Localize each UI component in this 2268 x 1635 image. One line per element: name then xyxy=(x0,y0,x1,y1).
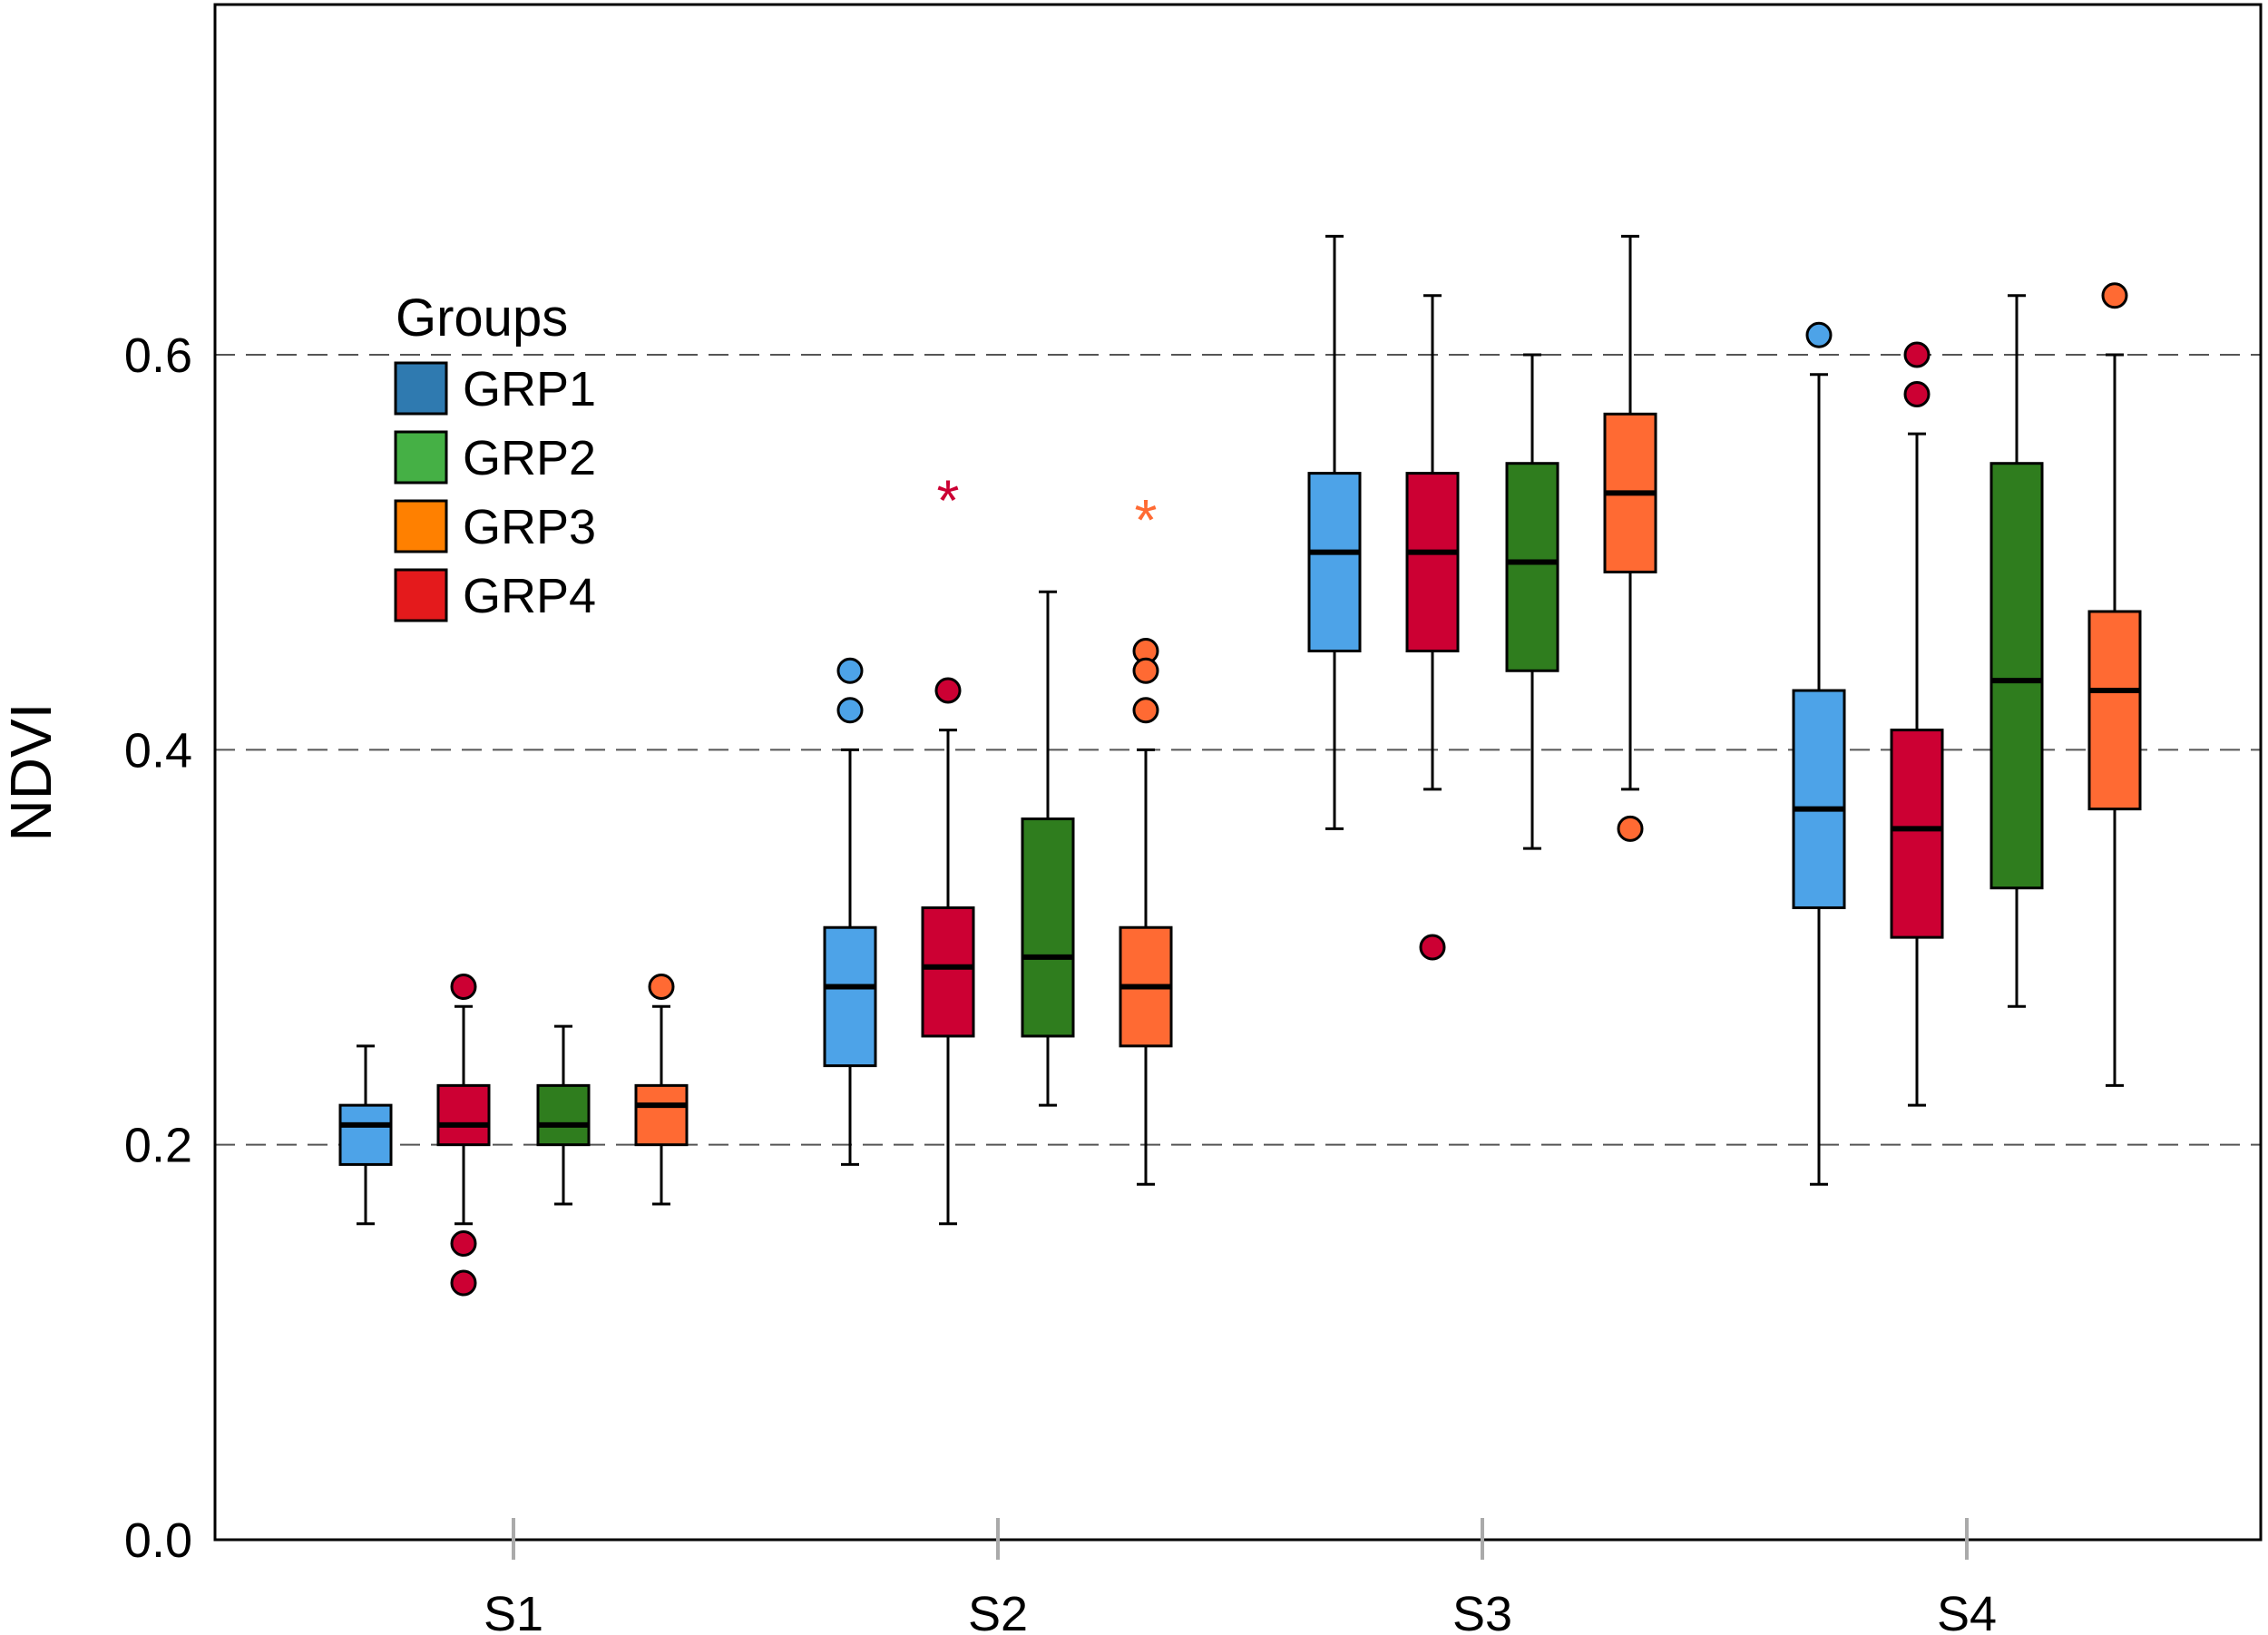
box-s4-grp4 xyxy=(1890,341,1944,1107)
box-s3-grp2 xyxy=(1505,353,1559,850)
axes xyxy=(213,3,2263,1542)
y-tick-label: 0.0 xyxy=(124,1513,192,1568)
box-s2-grp4: * xyxy=(921,467,975,1226)
outlier-point xyxy=(1132,657,1159,684)
outlier-point xyxy=(934,677,962,704)
box-s2-grp1 xyxy=(823,657,877,1166)
box-iqr xyxy=(823,925,877,1068)
outlier-point xyxy=(1805,321,1833,348)
legend-item-grp2: GRP2 xyxy=(394,430,596,485)
legend: Groups GRP1 GRP2 GRP3 GRP4 xyxy=(394,289,596,623)
box-iqr xyxy=(436,1083,491,1147)
y-tick-label: 0.4 xyxy=(124,723,192,778)
plot-frame xyxy=(213,3,2263,1542)
box-iqr xyxy=(2087,610,2142,811)
box-iqr xyxy=(1307,472,1362,652)
legend-item-grp1: GRP1 xyxy=(394,361,596,416)
x-tick-label: S4 xyxy=(1937,1587,1997,1635)
outlier-point xyxy=(1132,697,1159,724)
outlier-point xyxy=(1617,815,1644,842)
outlier-point xyxy=(1903,381,1931,408)
box-iqr xyxy=(1989,462,2044,890)
box-s3-grp1 xyxy=(1307,234,1362,830)
legend-swatch xyxy=(394,430,448,485)
outlier-point xyxy=(836,657,864,684)
box-s2-grp3: * xyxy=(1119,487,1173,1186)
y-tick-label: 0.6 xyxy=(124,328,192,383)
x-tick-label: S2 xyxy=(968,1587,1028,1635)
box-s1-grp2 xyxy=(536,1024,591,1206)
box-iqr xyxy=(921,906,975,1038)
box-s4-grp1 xyxy=(1792,321,1846,1186)
box-iqr xyxy=(1021,818,1075,1038)
outlier-point xyxy=(450,1230,477,1257)
y-tick-label: 0.2 xyxy=(124,1119,192,1173)
x-tick-label: S1 xyxy=(484,1587,543,1635)
box-s4-grp3 xyxy=(2087,282,2142,1087)
legend-label: GRP3 xyxy=(463,500,596,554)
legend-label: GRP4 xyxy=(463,569,596,623)
extreme-point: * xyxy=(937,467,960,533)
outlier-point xyxy=(450,974,477,1001)
box-s4-grp2 xyxy=(1989,294,2044,1008)
y-axis-label: NDVI xyxy=(0,703,64,842)
box-iqr xyxy=(338,1103,393,1166)
box-s3-grp3 xyxy=(1603,234,1657,842)
legend-swatch xyxy=(394,499,448,553)
outlier-point xyxy=(1419,934,1446,961)
extreme-point: * xyxy=(1135,487,1158,553)
legend-item-grp3: GRP3 xyxy=(394,499,596,554)
box-iqr xyxy=(1405,472,1460,652)
legend-title: Groups xyxy=(396,289,568,348)
box-iqr xyxy=(536,1083,591,1147)
box-iqr xyxy=(634,1083,689,1147)
outlier-point xyxy=(1903,341,1931,368)
x-tick-label: S3 xyxy=(1452,1587,1512,1635)
legend-item-grp4: GRP4 xyxy=(394,568,596,623)
y-axis-ticks: 0.0 0.2 0.4 0.6 xyxy=(124,328,192,1568)
outlier-point xyxy=(2101,282,2128,309)
box-s2-grp2 xyxy=(1021,590,1075,1107)
x-axis-ticks: S1 S2 S3 S4 xyxy=(484,1518,1997,1635)
outlier-point xyxy=(648,974,675,1001)
outlier-point xyxy=(836,697,864,724)
box-iqr xyxy=(1505,462,1559,672)
box-s3-grp4 xyxy=(1405,294,1460,961)
outlier-point xyxy=(450,1269,477,1297)
box-iqr xyxy=(1890,729,1944,939)
legend-swatch xyxy=(394,361,448,416)
box-s1-grp1 xyxy=(338,1044,393,1226)
box-iqr xyxy=(1792,689,1846,909)
box-s1-grp3 xyxy=(634,974,689,1206)
legend-label: GRP1 xyxy=(463,362,596,416)
legend-label: GRP2 xyxy=(463,431,596,485)
boxes: * * xyxy=(338,234,2142,1297)
legend-swatch xyxy=(394,568,448,622)
box-s1-grp4 xyxy=(436,974,491,1297)
